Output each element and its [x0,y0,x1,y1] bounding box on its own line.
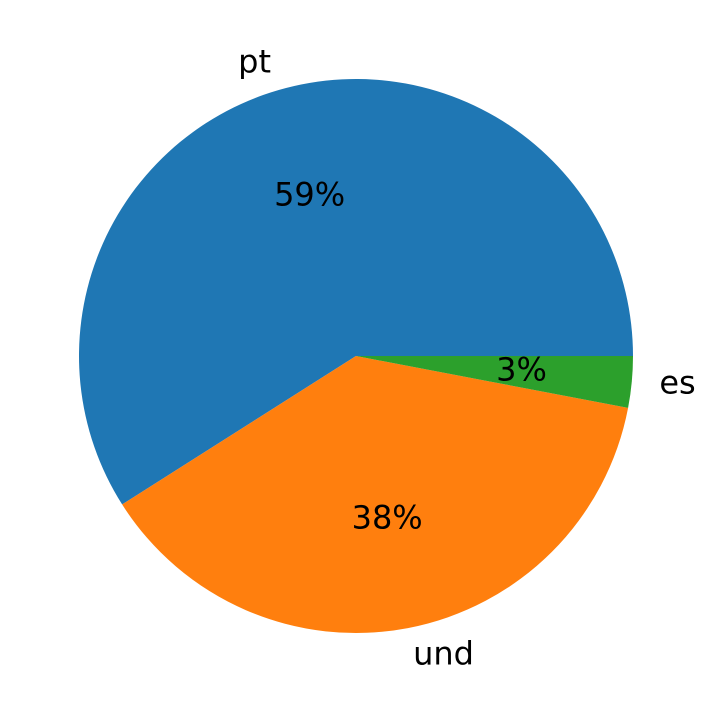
slice-label: es [659,364,695,402]
pie-slice [122,356,629,633]
pie-slice [78,78,633,505]
slice-label: und [413,634,474,672]
percent-label: 59% [274,175,345,213]
percent-label: 38% [352,498,423,536]
percent-label: 3% [496,351,547,389]
slice-label: pt [238,42,271,80]
pie-slice [356,356,633,408]
